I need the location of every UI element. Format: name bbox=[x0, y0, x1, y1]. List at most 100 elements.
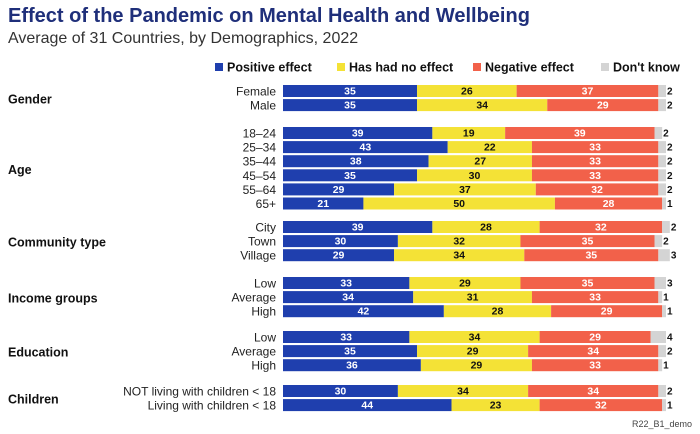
data-label-positive-effect: 21 bbox=[317, 198, 329, 210]
bar-segment-has-had-no-effect bbox=[417, 345, 529, 358]
bar-segment-negative-effect bbox=[528, 345, 659, 358]
bar-segment-has-had-no-effect bbox=[428, 155, 532, 168]
data-label-negative-effect: 29 bbox=[601, 306, 613, 318]
row-label: Average bbox=[232, 291, 277, 305]
row-label: High bbox=[251, 305, 276, 319]
group-label-income-groups: Income groups bbox=[8, 292, 98, 306]
data-label-don-t-know: 2 bbox=[671, 223, 677, 234]
bar-segment-positive-effect bbox=[283, 169, 418, 182]
bar-segment-negative-effect bbox=[531, 359, 659, 372]
bar-segment-positive-effect bbox=[283, 235, 398, 248]
data-label-negative-effect: 35 bbox=[582, 278, 594, 290]
bar-segment-positive-effect bbox=[283, 277, 410, 289]
bar-segment-don-t-know bbox=[654, 277, 666, 289]
row-label: City bbox=[255, 221, 276, 235]
bar-segment-positive-effect bbox=[283, 291, 414, 304]
data-label-don-t-know: 2 bbox=[667, 171, 673, 182]
chart-subtitle: Average of 31 Countries, by Demographics… bbox=[8, 30, 359, 47]
bar-segment-don-t-know bbox=[658, 85, 666, 97]
data-label-don-t-know: 2 bbox=[667, 87, 673, 98]
data-label-negative-effect: 33 bbox=[589, 142, 601, 154]
data-label-negative-effect: 33 bbox=[589, 360, 601, 372]
data-label-don-t-know: 2 bbox=[667, 143, 673, 154]
data-label-positive-effect: 29 bbox=[333, 184, 345, 196]
bar-segment-don-t-know bbox=[658, 169, 666, 182]
bar-segment-don-t-know bbox=[658, 359, 663, 372]
row-label: 55–64 bbox=[243, 183, 277, 197]
bar-segment-has-had-no-effect bbox=[409, 277, 521, 289]
data-label-positive-effect: 33 bbox=[340, 332, 352, 344]
row-label: Male bbox=[250, 99, 276, 113]
data-label-don-t-know: 2 bbox=[663, 129, 669, 140]
data-label-positive-effect: 36 bbox=[346, 360, 358, 372]
bar-segment-don-t-know bbox=[654, 235, 663, 248]
bar-segment-negative-effect bbox=[520, 235, 655, 248]
legend-swatch-positive-effect bbox=[215, 63, 223, 71]
data-label-has-had-no-effect: 26 bbox=[461, 86, 473, 98]
legend-label-has-had-no-effect: Has had no effect bbox=[349, 61, 454, 75]
bar-segment-negative-effect bbox=[520, 277, 655, 289]
data-label-don-t-know: 1 bbox=[667, 199, 673, 210]
data-label-has-had-no-effect: 28 bbox=[492, 306, 504, 318]
data-label-don-t-know: 1 bbox=[663, 361, 669, 372]
data-label-negative-effect: 35 bbox=[582, 236, 594, 248]
data-label-don-t-know: 2 bbox=[663, 237, 669, 248]
bar-segment-don-t-know bbox=[658, 345, 666, 358]
bar-segment-positive-effect bbox=[283, 155, 429, 168]
data-label-negative-effect: 29 bbox=[597, 100, 609, 112]
bar-segment-has-had-no-effect bbox=[413, 291, 532, 304]
row-label: Low bbox=[254, 331, 276, 345]
row-label: Low bbox=[254, 277, 276, 291]
bar-segment-negative-effect bbox=[547, 99, 659, 112]
data-label-positive-effect: 30 bbox=[335, 386, 347, 398]
bar-segment-positive-effect bbox=[283, 221, 433, 233]
data-label-don-t-know: 2 bbox=[667, 157, 673, 168]
data-label-has-had-no-effect: 23 bbox=[490, 400, 502, 412]
data-label-negative-effect: 34 bbox=[587, 346, 599, 358]
data-label-positive-effect: 34 bbox=[342, 292, 354, 304]
bar-segment-has-had-no-effect bbox=[417, 85, 517, 97]
bar-segment-don-t-know bbox=[658, 249, 670, 262]
bar-segment-positive-effect bbox=[283, 359, 421, 372]
bar-segment-has-had-no-effect bbox=[394, 249, 525, 262]
data-label-negative-effect: 29 bbox=[589, 332, 601, 344]
data-label-has-had-no-effect: 34 bbox=[476, 100, 488, 112]
bar-segment-don-t-know bbox=[658, 291, 663, 304]
row-label: 35–44 bbox=[243, 155, 277, 169]
data-label-negative-effect: 39 bbox=[574, 128, 586, 140]
bar-segment-don-t-know bbox=[650, 331, 666, 343]
data-label-negative-effect: 32 bbox=[595, 400, 607, 412]
bar-segment-negative-effect bbox=[528, 385, 659, 397]
data-label-positive-effect: 35 bbox=[344, 86, 356, 98]
data-label-has-had-no-effect: 37 bbox=[459, 184, 471, 196]
bar-segment-negative-effect bbox=[539, 399, 663, 412]
data-label-positive-effect: 35 bbox=[344, 170, 356, 182]
bar-segment-positive-effect bbox=[283, 385, 398, 397]
data-label-has-had-no-effect: 29 bbox=[467, 346, 479, 358]
bar-segment-negative-effect bbox=[551, 305, 663, 318]
data-label-negative-effect: 32 bbox=[595, 222, 607, 234]
data-label-don-t-know: 2 bbox=[667, 347, 673, 358]
data-label-has-had-no-effect: 32 bbox=[453, 236, 465, 248]
bar-segment-has-had-no-effect bbox=[451, 399, 540, 412]
row-label: 45–54 bbox=[243, 169, 277, 183]
row-label: NOT living with children < 18 bbox=[123, 385, 276, 399]
bar-segment-negative-effect bbox=[539, 331, 651, 343]
row-label: 18–24 bbox=[243, 127, 277, 141]
legend-swatch-negative-effect bbox=[473, 63, 481, 71]
bar-segment-positive-effect bbox=[283, 183, 395, 196]
legend-label-don-t-know: Don't know bbox=[613, 61, 680, 75]
row-label: 65+ bbox=[256, 197, 276, 211]
data-label-has-had-no-effect: 29 bbox=[459, 278, 471, 290]
bar-segment-has-had-no-effect bbox=[409, 331, 540, 343]
group-label-children: Children bbox=[8, 393, 59, 407]
group-label-community-type: Community type bbox=[8, 236, 106, 250]
row-label: Town bbox=[248, 235, 276, 249]
data-label-positive-effect: 43 bbox=[360, 142, 372, 154]
bar-segment-has-had-no-effect bbox=[417, 169, 532, 182]
data-label-negative-effect: 32 bbox=[591, 184, 603, 196]
data-label-don-t-know: 1 bbox=[663, 293, 669, 304]
data-label-don-t-know: 1 bbox=[667, 307, 673, 318]
bar-segment-negative-effect bbox=[539, 221, 663, 233]
